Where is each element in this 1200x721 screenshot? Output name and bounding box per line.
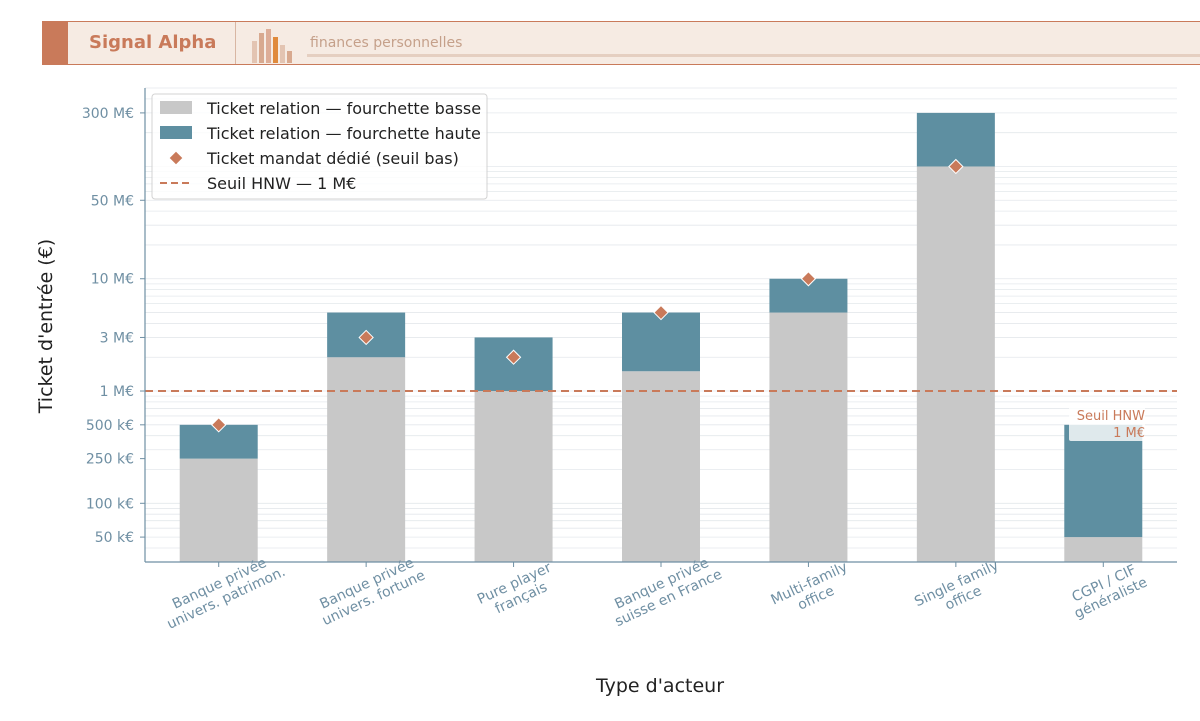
legend-swatch [160, 101, 192, 114]
marker-point [800, 271, 817, 287]
bar-low [622, 371, 700, 562]
marker-point [948, 158, 964, 175]
y-tick-label: 50 k€ [95, 530, 134, 546]
marker-point [211, 417, 227, 433]
bar-low [327, 357, 406, 562]
marker-point [653, 304, 669, 321]
legend-swatch [160, 126, 192, 139]
legend-box [151, 93, 488, 200]
bar-high [916, 112, 995, 167]
brand-header: Signal Alpha finances personnelles [42, 21, 1200, 65]
bar-low [474, 391, 553, 562]
header-divider [235, 22, 236, 64]
y-tick-label: 3 M€ [100, 330, 134, 346]
bar-low [769, 312, 848, 562]
y-tick-label: 10 M€ [91, 272, 134, 288]
bar-chart-logo-icon [252, 29, 292, 63]
bar-low [916, 166, 995, 562]
legend-label: Ticket mandat dédié (seuil bas) [206, 149, 459, 168]
threshold-annotation: Seuil HNW [1077, 409, 1145, 424]
y-tick-label: 500 k€ [86, 418, 134, 434]
legend-label: Seuil HNW — 1 M€ [207, 174, 356, 193]
brand-tagline: finances personnelles [310, 35, 463, 51]
markers-layer [211, 158, 964, 433]
legend-label: Ticket relation — fourchette haute [206, 124, 481, 143]
legend: Ticket relation — fourchette basse Ticket… [151, 93, 488, 200]
marker-point [505, 349, 522, 365]
brand-name: Signal Alpha [89, 32, 217, 53]
y-tick-label: 300 M€ [82, 106, 134, 122]
y-tick-label: 100 k€ [86, 496, 134, 512]
y-axis-title: Ticket d'entrée (€) [35, 239, 57, 414]
bar-low [1064, 537, 1143, 562]
threshold-annotation-bg [1069, 405, 1145, 441]
x-axis-title: Type d'acteur [595, 675, 724, 697]
bars-layer [179, 112, 1143, 562]
threshold-annotation: 1 M€ [1113, 426, 1145, 441]
header-rule [307, 54, 1200, 57]
legend-marker [168, 150, 184, 166]
threshold-layer: Seuil HNW 1 M€ [145, 390, 1177, 441]
y-tick-label: 50 M€ [91, 193, 134, 209]
legend-label: Ticket relation — fourchette basse [206, 99, 481, 118]
brand-color-block [42, 22, 68, 64]
bar-high [1064, 424, 1143, 538]
y-tick-label: 1 M€ [100, 384, 134, 400]
marker-point [358, 329, 374, 346]
bar-low [179, 458, 258, 562]
y-tick-label: 250 k€ [86, 452, 134, 468]
bar-high [622, 312, 700, 372]
